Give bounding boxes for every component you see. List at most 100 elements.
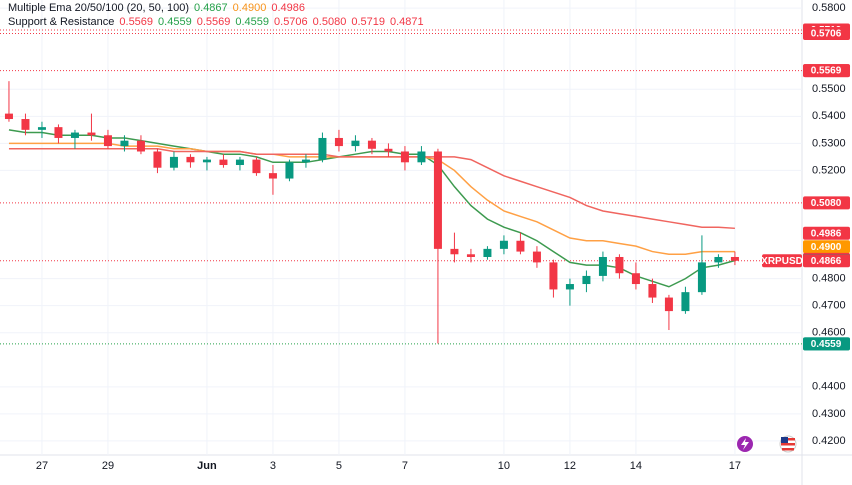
y-tick-label: 0.4600 [812,327,846,339]
price-tag [803,27,850,41]
x-tick-label: 7 [402,460,408,472]
price-tag [803,196,850,210]
legend-row: Support & Resistance 0.5569 0.4559 0.5569 0.… [8,16,424,28]
flag-canton [781,437,788,443]
candle-body [219,159,228,166]
candle-body [697,262,706,293]
candle-body [37,127,46,130]
candle-body [565,284,574,290]
x-tick-label: 5 [336,460,342,472]
indicator-value: 0.5569 [197,16,231,28]
candle-body [648,284,657,298]
indicator-value: 0.4871 [390,16,424,28]
candle-body [268,173,277,179]
candle-body [21,119,30,130]
price-tag-label: 0.5706 [811,29,842,40]
symbol-tag-label: XRPUSD [761,256,803,267]
candle-body [202,159,211,163]
candle-body [730,256,739,261]
price-tag [803,337,850,351]
indicator-value: 0.4559 [235,16,269,28]
candle-body [681,292,690,312]
indicator-value: 0.4986 [271,2,305,14]
y-tick-label: 0.5200 [812,164,846,176]
candle-body [87,132,96,136]
symbol-tag [762,254,802,268]
x-tick-label: 27 [36,460,48,472]
y-tick-label: 0.4400 [812,381,846,393]
legend-row: Multiple Ema 20/50/100 (20, 50, 100) 0.48… [8,2,305,14]
candle-body [334,137,343,147]
indicator-value: 0.4867 [194,2,228,14]
flag-stripe [782,448,794,451]
indicator-value: 0.4900 [233,2,267,14]
axes: 0.5800 0.5500 0.5400 0.5300 0.5200 0.4800 0.47… [36,2,850,472]
price-tag-label: 0.4866 [811,256,842,267]
candle-body [516,240,525,252]
y-tick-label: 0.5300 [812,137,846,149]
y-tick-label: 0.4700 [812,300,846,312]
candle-body [598,256,607,276]
candle-body [499,240,508,249]
candle-body [252,159,261,174]
candle-body [664,297,673,312]
lightning-glyph [741,438,749,450]
indicator-value: 0.4559 [158,16,192,28]
x-tick-label: 17 [729,460,741,472]
candle-body [631,273,640,285]
price-tag-label: 0.4559 [811,339,842,350]
x-tick-label: 12 [564,460,576,472]
candle-body [450,248,459,255]
candle-body [582,275,591,285]
candle-body [318,137,327,160]
candle-body [532,251,541,263]
x-tick-label: 10 [498,460,510,472]
candle-body [301,159,310,163]
indicator-value: 0.5719 [351,16,385,28]
candle-body [433,151,442,249]
candle-body [367,140,376,149]
flag-stripe [781,443,795,446]
candle-body [54,127,63,138]
indicator-value: 0.5569 [119,16,153,28]
x-tick-label: Jun [197,460,217,472]
y-tick-label: 0.5400 [812,110,846,122]
price-tag [803,226,850,240]
candle-body [400,151,409,163]
plot [0,29,802,345]
candle-body [4,113,13,120]
candle-body [103,135,112,147]
candle-body [384,148,393,152]
price-tag-label: 0.5569 [811,66,842,77]
y-tick-label: 0.5800 [812,2,846,14]
indicator-value: 0.5080 [313,16,347,28]
legend: Multiple Ema 20/50/100 (20, 50, 100) 0.48… [8,2,424,28]
candle-body [615,256,624,274]
y-tick-label: 0.4800 [812,273,846,285]
candle-body [285,162,294,179]
y-tick-label: 0.4300 [812,408,846,420]
ema-line [8,148,735,230]
indicator-name: Support & Resistance [8,16,114,28]
candle-body [153,151,162,168]
y-tick-label: 0.4200 [812,435,846,447]
x-tick-label: 29 [102,460,114,472]
indicator-value: 0.5706 [274,16,308,28]
candle-body [714,256,723,263]
candle-body [235,159,244,166]
price-tag-label: 0.5080 [811,198,842,209]
candle-body [136,140,145,152]
price-tag [803,240,850,254]
candle-body [70,132,79,138]
candle-body [351,140,360,147]
y-tick-label: 0.5500 [812,83,846,95]
x-tick-label: 14 [630,460,642,472]
indicator-name: Multiple Ema 20/50/100 (20, 50, 100) [8,2,189,14]
candle-body [483,248,492,257]
candle-body [417,151,426,163]
candle-body [169,156,178,168]
candle-body [120,140,129,147]
x-tick-label: 3 [270,460,276,472]
